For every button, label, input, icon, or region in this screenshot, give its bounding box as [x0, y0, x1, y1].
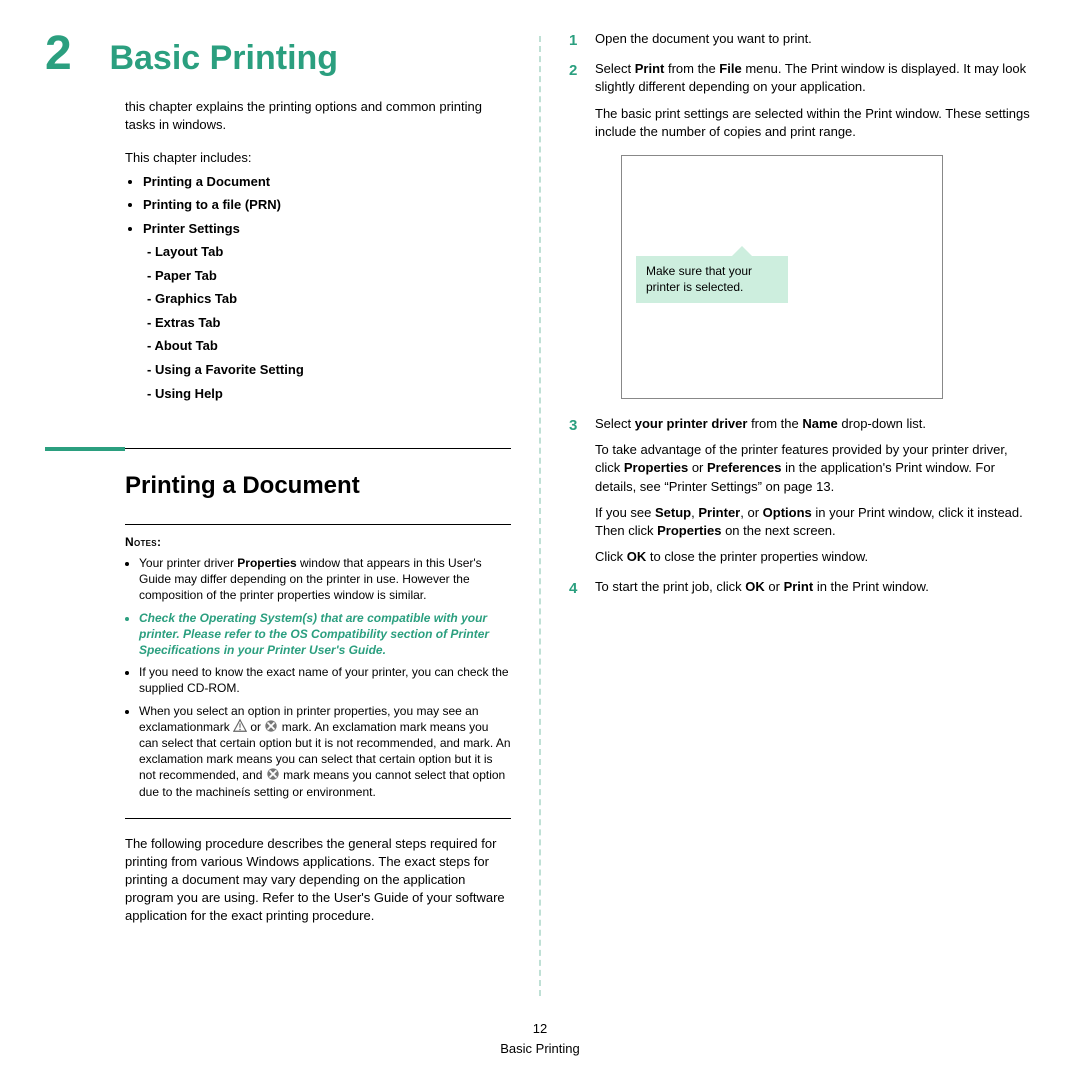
divider-line: [125, 448, 511, 449]
toc-subitem: Using a Favorite Setting: [147, 361, 511, 379]
toc-item: Printing to a file (PRN): [143, 196, 511, 214]
no-entry-icon: [266, 767, 280, 781]
note-item: Your printer driver Properties window th…: [139, 555, 511, 604]
step-paragraph: Click OK to close the printer properties…: [595, 548, 1030, 566]
section-divider: [45, 440, 511, 458]
note-item: If you need to know the exact name of yo…: [139, 664, 511, 696]
toc-subitem: Graphics Tab: [147, 290, 511, 308]
toc-subitem: Paper Tab: [147, 267, 511, 285]
notes-label: Notes:: [125, 535, 161, 549]
toc-item-label: Printer Settings: [143, 221, 240, 236]
note-item: When you select an option in printer pro…: [139, 703, 511, 800]
accent-bar: [45, 447, 125, 451]
step-paragraph: The basic print settings are selected wi…: [595, 105, 1030, 141]
toc-subitem: About Tab: [147, 337, 511, 355]
notes-box: Notes: Your printer driver Properties wi…: [125, 524, 511, 819]
steps-list: 1 Open the document you want to print. 2…: [569, 30, 1030, 596]
toc-label: This chapter includes:: [125, 149, 511, 167]
no-entry-icon: [264, 719, 278, 733]
step-number: 4: [569, 578, 577, 599]
toc: Printing a Document Printing to a file (…: [125, 173, 511, 402]
step-number: 1: [569, 30, 577, 51]
toc-subitem: Layout Tab: [147, 243, 511, 261]
note-item-highlight: Check the Operating System(s) that are c…: [139, 610, 511, 659]
step-paragraph: If you see Setup, Printer, or Options in…: [595, 504, 1030, 540]
step-number: 3: [569, 415, 577, 436]
chapter-number: 2: [45, 30, 105, 78]
section-title: Printing a Document: [125, 472, 511, 500]
toc-item: Printer Settings Layout Tab Paper Tab Gr…: [143, 220, 511, 402]
page-number: 12: [0, 1019, 1080, 1039]
chapter-intro: this chapter explains the printing optio…: [125, 98, 511, 133]
step-item: 4 To start the print job, click OK or Pr…: [569, 578, 1030, 596]
step-paragraph: To take advantage of the printer feature…: [595, 441, 1030, 496]
body-paragraph: The following procedure describes the ge…: [125, 835, 511, 926]
page-footer: 12 Basic Printing: [0, 1019, 1080, 1058]
step-number: 2: [569, 60, 577, 81]
print-dialog-screenshot: Make sure that your printer is selected.: [621, 155, 943, 399]
footer-title: Basic Printing: [0, 1039, 1080, 1059]
step-item: 3 Select your printer driver from the Na…: [569, 415, 1030, 566]
chapter-heading: 2 Basic Printing: [45, 30, 511, 78]
chapter-title: Basic Printing: [109, 40, 338, 77]
toc-subitem: Extras Tab: [147, 314, 511, 332]
manual-page: 2 Basic Printing this chapter explains t…: [0, 0, 1080, 1080]
toc-subitem: Using Help: [147, 385, 511, 403]
two-column-layout: 2 Basic Printing this chapter explains t…: [40, 30, 1040, 1010]
toc-item: Printing a Document: [143, 173, 511, 191]
left-column: 2 Basic Printing this chapter explains t…: [40, 30, 539, 1010]
right-column: 1 Open the document you want to print. 2…: [541, 30, 1040, 1010]
step-item: 2 Select Print from the File menu. The P…: [569, 60, 1030, 399]
warning-icon: [233, 719, 247, 733]
callout-tip: Make sure that your printer is selected.: [636, 256, 788, 303]
step-item: 1 Open the document you want to print.: [569, 30, 1030, 48]
